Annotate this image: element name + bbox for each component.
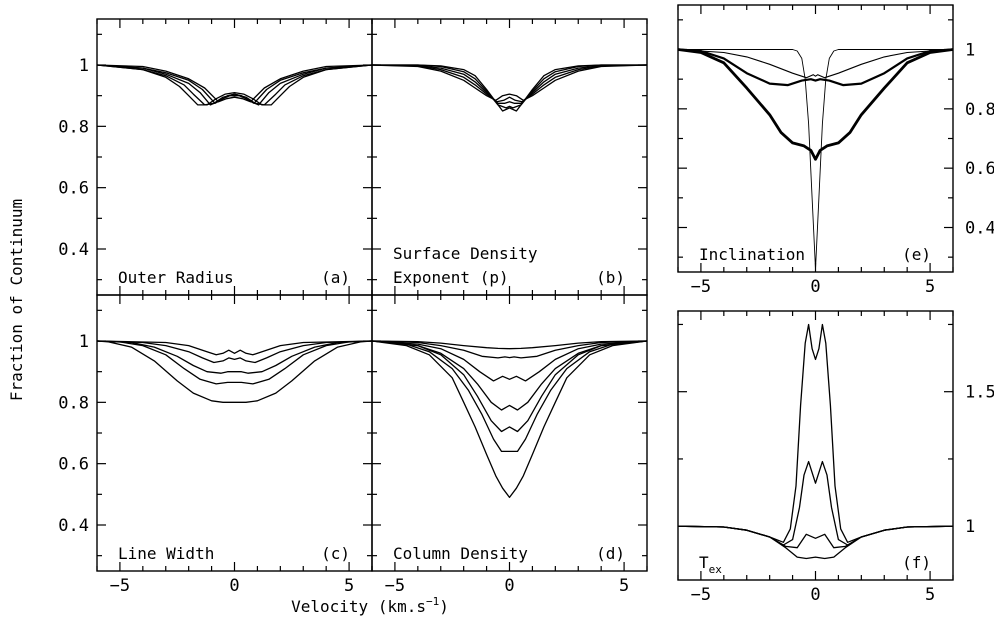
y-tick-label: 1 <box>79 332 89 352</box>
panel-a-series-1 <box>97 64 372 106</box>
panel-e-label: Inclination <box>699 245 805 264</box>
panel-c-series-4 <box>97 340 372 385</box>
panel-d-series-5 <box>372 340 647 433</box>
y-tick-label: 0.4 <box>58 240 89 260</box>
x-tick-label: 0 <box>229 576 239 596</box>
panel-e: −5 0 5 0.4 0.6 0.8 1 Inclination (e) <box>677 4 994 297</box>
panel-b-label: Exponent (p) <box>393 268 509 287</box>
x-axis-label: Velocity (km.s−1) <box>291 595 449 616</box>
panel-b-series-4 <box>372 64 647 109</box>
panel-b-series-2 <box>372 64 647 103</box>
panel-c-series-2 <box>97 340 372 364</box>
panel-a-label: Outer Radius <box>118 268 234 287</box>
x-tick-label: 5 <box>925 585 935 605</box>
panel-b-tag: (b) <box>596 268 625 287</box>
panel-d-series-7 <box>372 340 647 499</box>
panel-d-series-6 <box>372 340 647 453</box>
y-tick-label: 0.4 <box>965 219 994 239</box>
y-tick-label: 1 <box>79 56 89 76</box>
x-tick-label: −5 <box>691 585 711 605</box>
x-tick-label: 0 <box>504 576 514 596</box>
panel-d-curves <box>372 340 647 499</box>
panel-d-series-4 <box>372 340 647 411</box>
panel-f-label: Tex <box>699 553 722 576</box>
x-tick-label: 0 <box>810 277 820 297</box>
y-tick-label: 0.4 <box>58 516 89 536</box>
panel-c-tag: (c) <box>321 544 350 563</box>
panel-a-series-2 <box>97 64 372 106</box>
panel-a: 0.4 0.6 0.8 1 Outer Radius (a) <box>58 18 373 296</box>
x-axis-label-exponent: −1 <box>426 595 439 608</box>
x-tick-label: 5 <box>925 277 935 297</box>
panel-a-series-4 <box>97 64 372 104</box>
panel-e-curves <box>678 48 953 270</box>
y-tick-label: 0.6 <box>58 455 89 475</box>
panel-f-series-3 <box>678 460 953 546</box>
x-axis-label-main: Velocity (km.s <box>291 597 426 616</box>
panel-f: −5 0 5 1 1.5 Tex (f) <box>677 310 994 605</box>
x-tick-label: −5 <box>110 576 130 596</box>
panel-e-tag: (e) <box>902 245 931 264</box>
panel-a-series-3 <box>97 64 372 106</box>
panel-c-series-5 <box>97 340 372 403</box>
x-tick-label: 5 <box>344 576 354 596</box>
panel-f-frame <box>677 310 954 581</box>
panel-c-series-3 <box>97 340 372 374</box>
x-tick-label: 0 <box>810 585 820 605</box>
y-tick-label: 0.8 <box>58 117 89 137</box>
panel-e-series-4 <box>678 48 953 161</box>
x-axis-label-close: ) <box>439 597 449 616</box>
x-tick-label: 5 <box>619 576 629 596</box>
y-tick-label: 0.6 <box>58 179 89 199</box>
panel-e-series-3 <box>678 48 953 87</box>
panel-c-frame <box>96 294 373 572</box>
panel-d-tag: (d) <box>596 544 625 563</box>
panel-f-curves <box>678 323 953 560</box>
panel-d-series-2 <box>372 340 647 359</box>
panel-b-series-3 <box>372 64 647 104</box>
panel-d: −5 0 5 Column Density (d) <box>371 294 648 596</box>
panel-b-series-5 <box>372 64 647 112</box>
panel-a-curves <box>97 64 372 106</box>
panel-f-series-2 <box>678 525 953 549</box>
y-tick-label: 0.8 <box>965 100 994 120</box>
panel-f-tag: (f) <box>902 553 931 572</box>
panel-c: −5 0 5 0.4 0.6 0.8 1 Line Width (c) <box>58 294 373 596</box>
panel-d-series-3 <box>372 340 647 382</box>
panel-e-frame <box>677 4 954 273</box>
panel-a-series-5 <box>97 64 372 103</box>
panel-b-label: Surface Density <box>393 244 538 263</box>
y-tick-label: 1 <box>965 517 975 537</box>
panel-b-curves <box>372 64 647 112</box>
panel-c-series-1 <box>97 340 372 356</box>
panel-f-series-4 <box>678 323 953 543</box>
chart-panels: 0.4 0.6 0.8 1 Outer Radius (a) Surface Density… <box>58 4 994 605</box>
x-tick-label: −5 <box>385 576 405 596</box>
panel-d-series-1 <box>372 340 647 350</box>
panel-f-label-subscript: ex <box>709 563 723 576</box>
y-tick-label: 1.5 <box>965 383 994 403</box>
y-axis-label: Fraction of Continuum <box>7 199 26 401</box>
panel-b-series-1 <box>372 64 647 101</box>
x-tick-label: −5 <box>691 277 711 297</box>
panel-b: Surface Density Exponent (p) (b) <box>371 18 648 296</box>
panel-e-series-2 <box>678 48 953 79</box>
panel-d-frame <box>371 294 648 572</box>
panel-d-label: Column Density <box>393 544 528 563</box>
y-tick-label: 1 <box>965 41 975 61</box>
panel-a-tag: (a) <box>321 268 350 287</box>
panel-a-frame <box>96 18 373 296</box>
y-tick-label: 0.6 <box>965 159 994 179</box>
panel-c-label: Line Width <box>118 544 214 563</box>
y-tick-label: 0.8 <box>58 393 89 413</box>
panel-c-curves <box>97 340 372 403</box>
